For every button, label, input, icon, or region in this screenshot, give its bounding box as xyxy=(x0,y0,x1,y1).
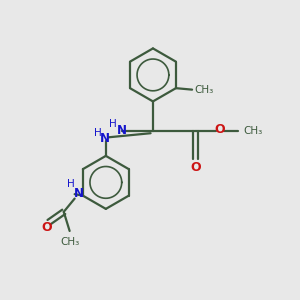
Text: N: N xyxy=(100,132,110,145)
Text: N: N xyxy=(74,187,83,200)
Text: CH₃: CH₃ xyxy=(243,126,262,136)
Text: O: O xyxy=(190,160,201,174)
Text: H: H xyxy=(109,118,117,128)
Text: N: N xyxy=(116,124,126,137)
Text: O: O xyxy=(214,123,224,136)
Text: H: H xyxy=(67,179,75,189)
Text: CH₃: CH₃ xyxy=(194,85,214,94)
Text: O: O xyxy=(41,221,52,234)
Text: CH₃: CH₃ xyxy=(60,238,79,248)
Text: H: H xyxy=(94,128,101,138)
